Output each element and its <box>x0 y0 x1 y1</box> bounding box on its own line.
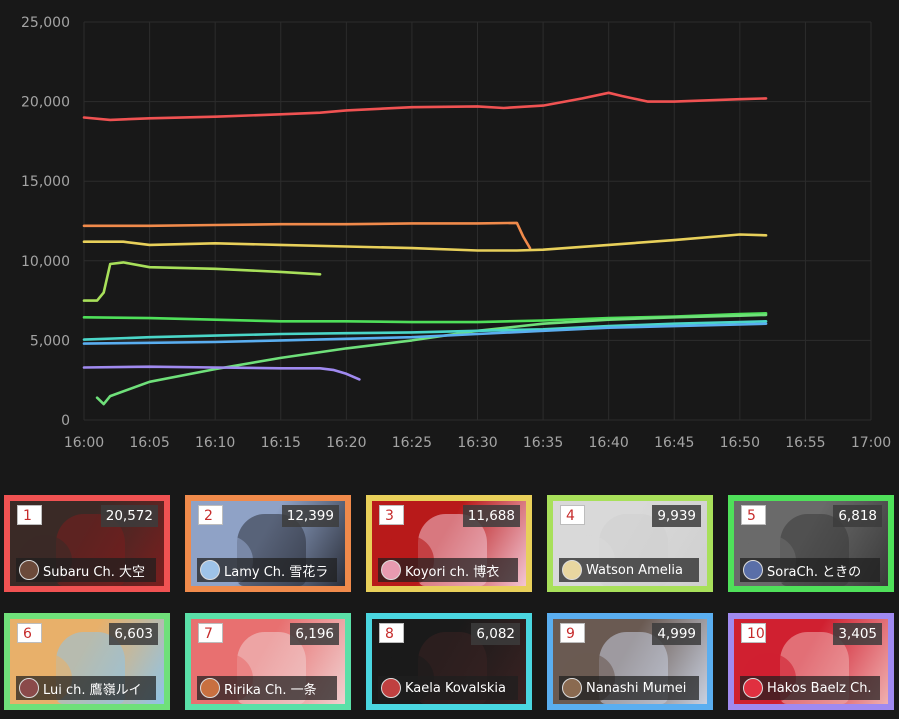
channel-name: Subaru Ch. 大空 <box>43 564 146 580</box>
viewer-count: 6,818 <box>833 505 882 527</box>
rank-badge: 5 <box>741 505 766 525</box>
series-line-4 <box>82 261 322 302</box>
channel-name-bar: SoraCh. ときの <box>740 558 880 582</box>
series-line-9 <box>82 365 361 381</box>
rank-badge: 8 <box>379 623 404 643</box>
channel-name: Lui ch. 鷹嶺ルイ <box>43 682 142 698</box>
rank-badge: 10 <box>741 623 766 643</box>
channel-card-4[interactable]: 4 9,939 Watson Amelia <box>547 495 713 592</box>
rank-badge: 4 <box>560 505 585 525</box>
series-line-2 <box>82 221 532 250</box>
channel-card-3[interactable]: 3 11,688 Koyori ch. 博衣 <box>366 495 532 592</box>
channel-name: Lamy Ch. 雪花ラ <box>224 564 329 580</box>
viewer-count: 3,405 <box>833 623 882 645</box>
rank-badge: 1 <box>17 505 42 525</box>
x-tick-label: 16:40 <box>588 435 628 451</box>
y-tick-label: 5,000 <box>30 333 70 349</box>
rank-badge: 3 <box>379 505 404 525</box>
avatar <box>19 678 39 698</box>
series-line-6 <box>95 313 768 406</box>
rank-badge: 6 <box>17 623 42 643</box>
channel-name: SoraCh. ときの <box>767 564 862 580</box>
series-line-7 <box>82 320 768 341</box>
channel-name-bar: Ririka Ch. 一条 <box>197 676 337 700</box>
channel-name-bar: Subaru Ch. 大空 <box>16 558 156 582</box>
chart-grid <box>83 21 872 421</box>
viewer-count: 4,999 <box>652 623 701 645</box>
x-tick-label: 16:35 <box>523 435 563 451</box>
x-tick-label: 16:05 <box>129 435 169 451</box>
avatar <box>381 678 401 698</box>
y-tick-label: 0 <box>61 413 70 429</box>
channel-name-bar: Watson Amelia <box>559 558 699 582</box>
viewer-count: 20,572 <box>100 505 158 527</box>
channel-card-1[interactable]: 1 20,572 Subaru Ch. 大空 <box>4 495 170 592</box>
channel-card-5[interactable]: 5 6,818 SoraCh. ときの <box>728 495 894 592</box>
channel-name: Kaela Kovalskia <box>405 680 506 696</box>
x-axis: 16:00 16:05 16:10 16:15 16:20 16:25 16:30 16:35… <box>64 435 891 451</box>
channel-name-bar: Lui ch. 鷹嶺ルイ <box>16 676 156 700</box>
avatar <box>381 560 401 580</box>
y-tick-label: 10,000 <box>21 254 70 270</box>
x-tick-label: 16:50 <box>720 435 760 451</box>
y-tick-label: 20,000 <box>21 95 70 111</box>
avatar <box>562 678 582 698</box>
x-tick-label: 16:00 <box>64 435 104 451</box>
channel-name-bar: Lamy Ch. 雪花ラ <box>197 558 337 582</box>
channel-name: Hakos Baelz Ch. <box>767 680 872 696</box>
viewer-count: 12,399 <box>281 505 339 527</box>
channel-card-8[interactable]: 8 6,082 Kaela Kovalskia <box>366 613 532 710</box>
x-tick-label: 16:30 <box>457 435 497 451</box>
series-lines <box>82 91 768 406</box>
series-line-8 <box>82 322 768 345</box>
avatar <box>200 678 220 698</box>
y-tick-label: 15,000 <box>21 174 70 190</box>
x-tick-label: 16:10 <box>195 435 235 451</box>
y-tick-label: 25,000 <box>21 15 70 31</box>
channel-card-6[interactable]: 6 6,603 Lui ch. 鷹嶺ルイ <box>4 613 170 710</box>
x-tick-label: 17:00 <box>851 435 891 451</box>
channel-card-9[interactable]: 9 4,999 Nanashi Mumei <box>547 613 713 710</box>
x-tick-label: 16:25 <box>392 435 432 451</box>
rank-badge: 2 <box>198 505 223 525</box>
series-line-1 <box>82 91 768 122</box>
avatar <box>200 560 220 580</box>
x-tick-label: 16:45 <box>654 435 694 451</box>
viewer-count: 9,939 <box>652 505 701 527</box>
viewer-count: 6,082 <box>471 623 520 645</box>
channel-card-2[interactable]: 2 12,399 Lamy Ch. 雪花ラ <box>185 495 351 592</box>
channel-name-bar: Nanashi Mumei <box>559 676 699 700</box>
x-tick-label: 16:55 <box>785 435 825 451</box>
viewer-count: 6,196 <box>290 623 339 645</box>
channel-card-7[interactable]: 7 6,196 Ririka Ch. 一条 <box>185 613 351 710</box>
avatar <box>743 560 763 580</box>
y-axis: 0 5,000 10,000 15,000 20,000 25,000 <box>21 15 70 429</box>
series-line-3 <box>82 233 768 252</box>
rank-badge: 9 <box>560 623 585 643</box>
viewer-count: 11,688 <box>462 505 520 527</box>
channel-name-bar: Kaela Kovalskia <box>378 676 518 700</box>
channel-name: Koyori ch. 博衣 <box>405 564 500 580</box>
x-tick-label: 16:15 <box>261 435 301 451</box>
channel-name: Ririka Ch. 一条 <box>224 682 317 698</box>
rank-badge: 7 <box>198 623 223 643</box>
x-tick-label: 16:20 <box>326 435 366 451</box>
channel-name: Watson Amelia <box>586 562 683 578</box>
channel-name-bar: Hakos Baelz Ch. <box>740 676 880 700</box>
channel-name: Nanashi Mumei <box>586 680 687 696</box>
avatar <box>562 560 582 580</box>
channel-card-10[interactable]: 10 3,405 Hakos Baelz Ch. <box>728 613 894 710</box>
avatar <box>743 678 763 698</box>
viewer-count: 6,603 <box>109 623 158 645</box>
channel-name-bar: Koyori ch. 博衣 <box>378 558 518 582</box>
avatar <box>19 560 39 580</box>
